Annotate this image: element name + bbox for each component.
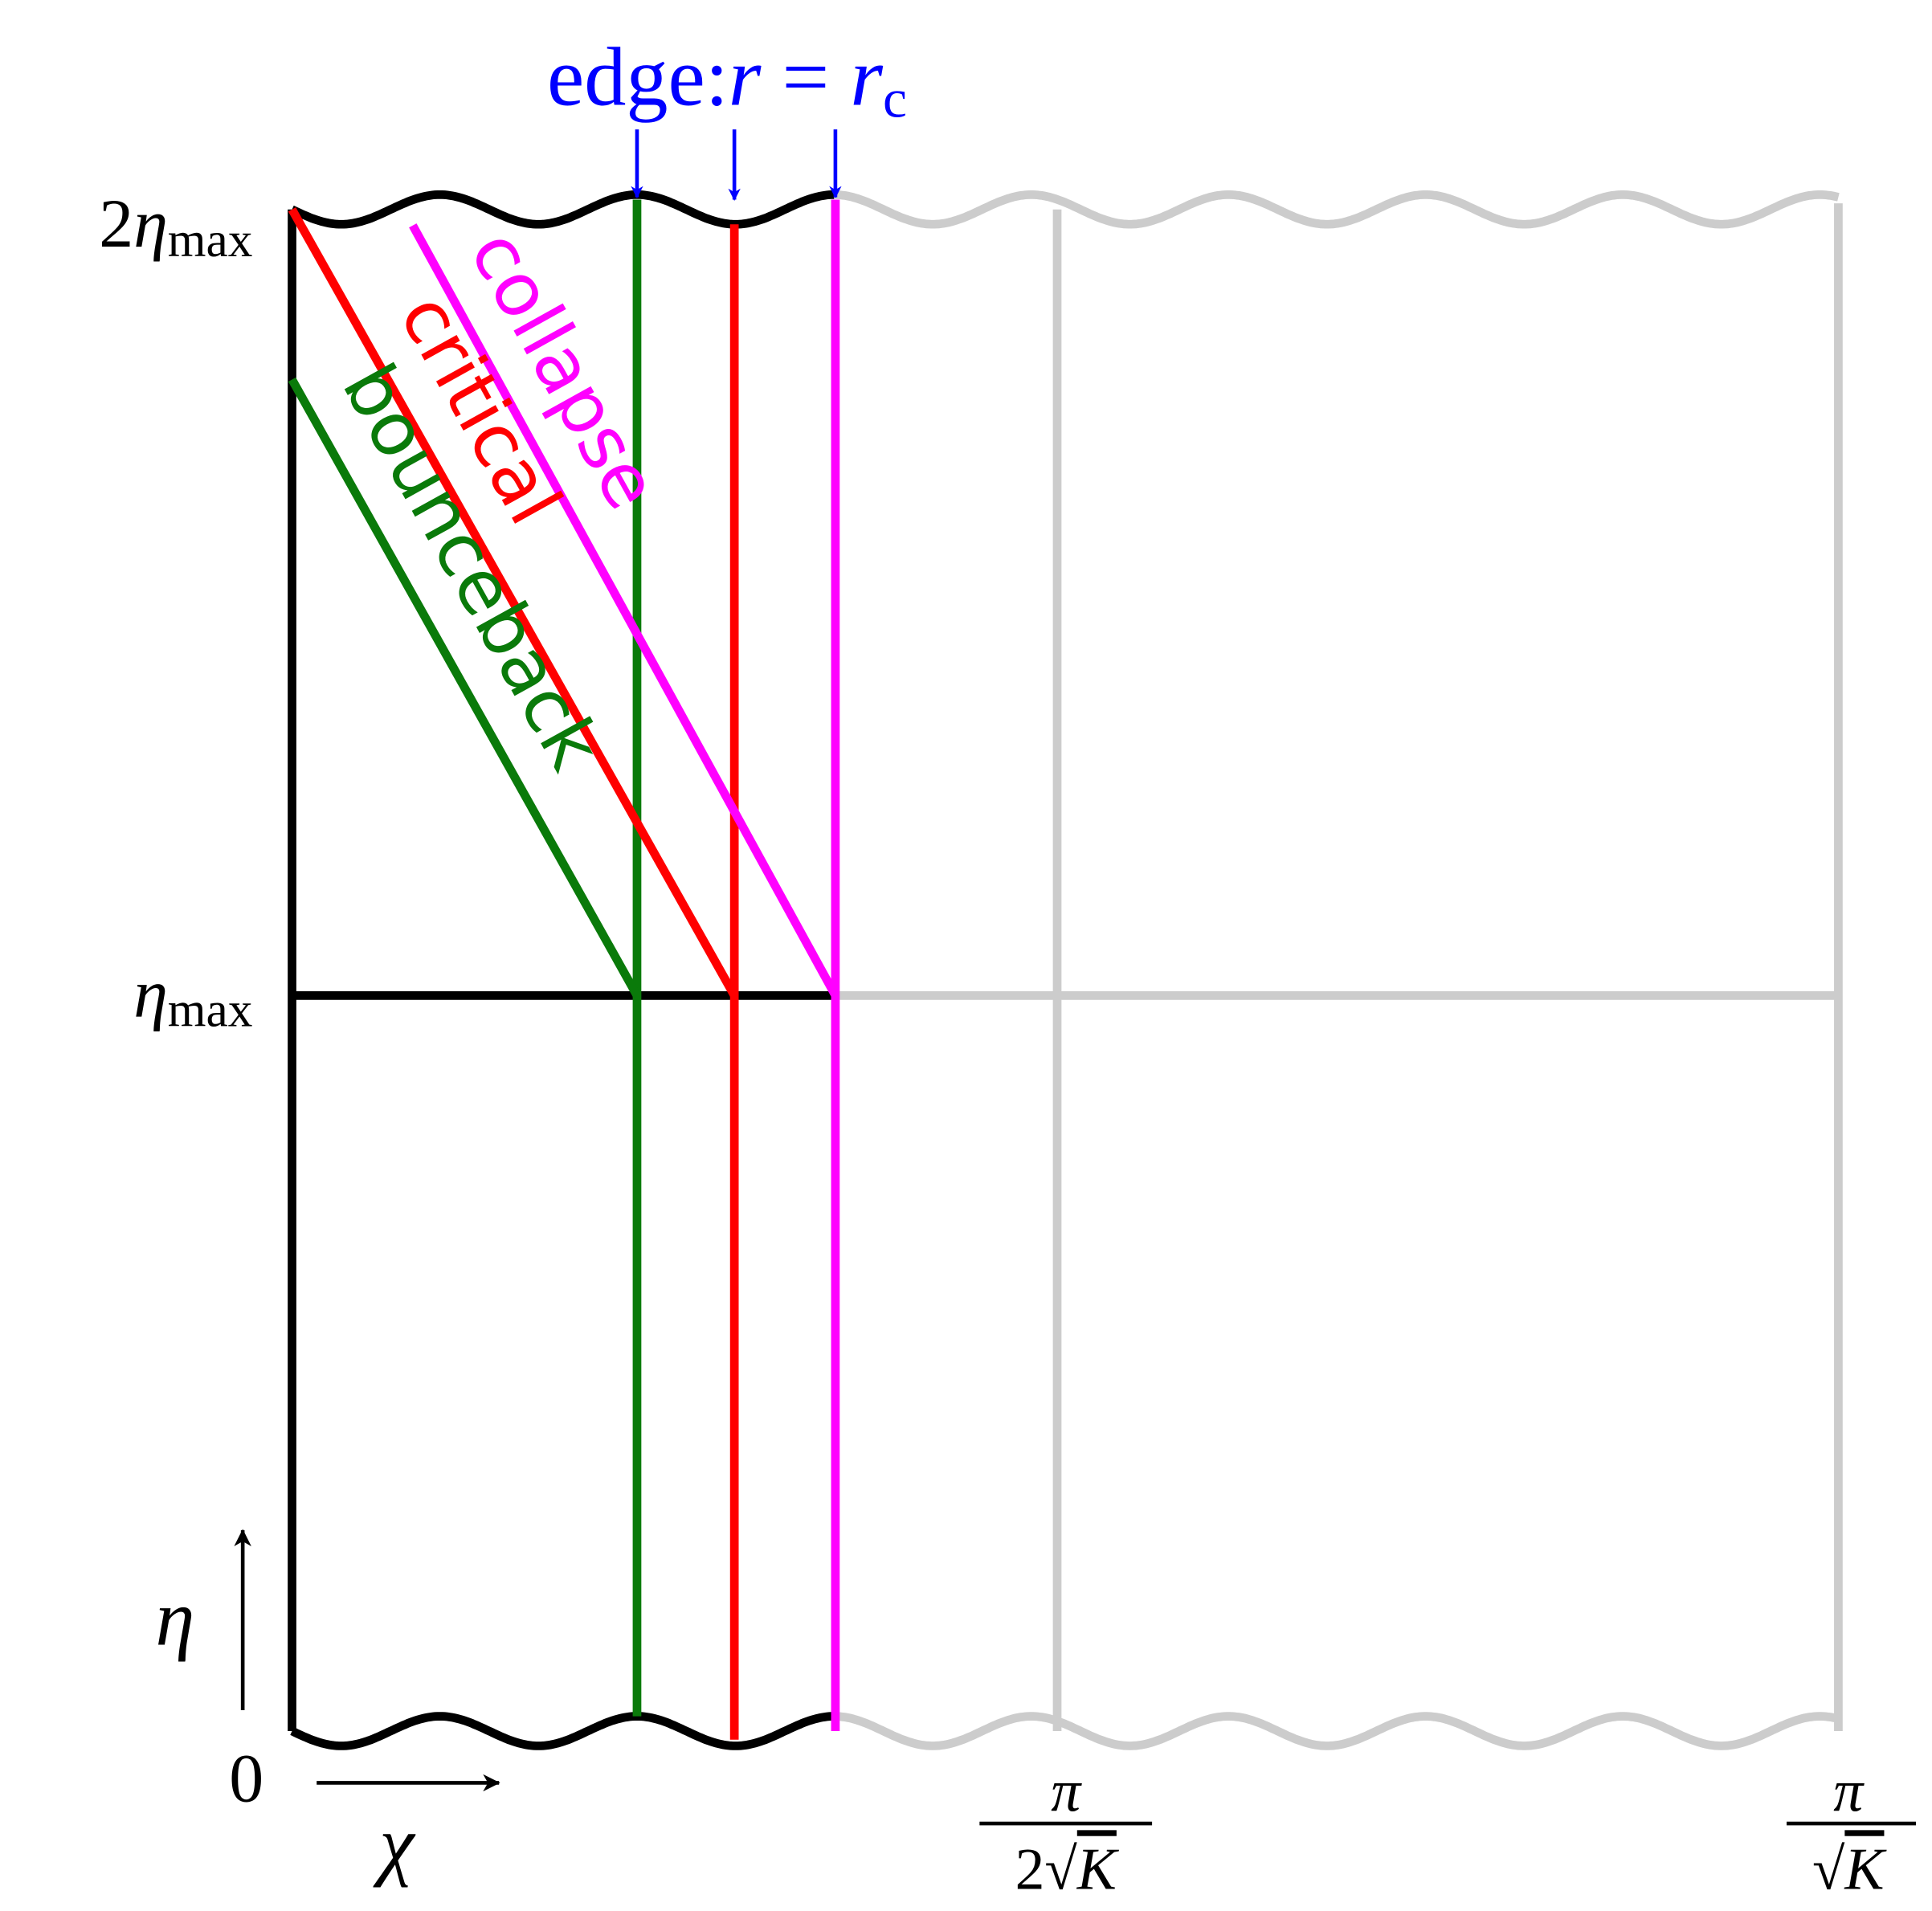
text: max bbox=[168, 983, 253, 1038]
chi-label: χ bbox=[373, 1801, 416, 1888]
eta-label: η bbox=[155, 1576, 194, 1663]
text: η bbox=[133, 185, 168, 262]
text: √ bbox=[1812, 1835, 1845, 1901]
x-label-half: π 2√K bbox=[979, 1758, 1153, 1901]
text: max bbox=[168, 213, 253, 267]
text: c bbox=[883, 69, 907, 129]
edge-label: edge:r = rc bbox=[547, 30, 907, 129]
text: r bbox=[850, 30, 883, 123]
text: 2 bbox=[1015, 1835, 1045, 1901]
text: edge: bbox=[547, 30, 729, 123]
y-label-zero: 0 bbox=[229, 1739, 263, 1816]
text: 2√K bbox=[1015, 1835, 1120, 1901]
text: η bbox=[133, 954, 168, 1031]
bounceback-ray bbox=[288, 377, 641, 998]
critical-ray bbox=[288, 207, 738, 998]
text: K bbox=[1076, 1835, 1120, 1901]
x-label-full: π √K bbox=[1787, 1758, 1917, 1901]
text: 2 bbox=[99, 185, 133, 262]
text: √K bbox=[1812, 1835, 1887, 1901]
y-label-top: 2ηmax bbox=[99, 185, 252, 267]
collapse-ray bbox=[409, 223, 839, 998]
gray-grid bbox=[835, 203, 1843, 1732]
text: π bbox=[1833, 1758, 1865, 1824]
y-label-mid: ηmax bbox=[133, 954, 252, 1037]
wavy-boundary bbox=[835, 190, 1840, 229]
lines bbox=[288, 199, 840, 1740]
text: = bbox=[761, 30, 850, 123]
wavy-boundary bbox=[290, 1712, 835, 1750]
text: √ bbox=[1044, 1835, 1077, 1901]
wavy-boundary bbox=[290, 190, 835, 229]
text: π bbox=[1051, 1758, 1082, 1824]
wavy-boundary bbox=[835, 1712, 1840, 1750]
text: K bbox=[1844, 1835, 1887, 1901]
text: r bbox=[729, 30, 762, 123]
boundaries bbox=[290, 190, 1840, 1750]
edge-arrows bbox=[631, 129, 842, 202]
